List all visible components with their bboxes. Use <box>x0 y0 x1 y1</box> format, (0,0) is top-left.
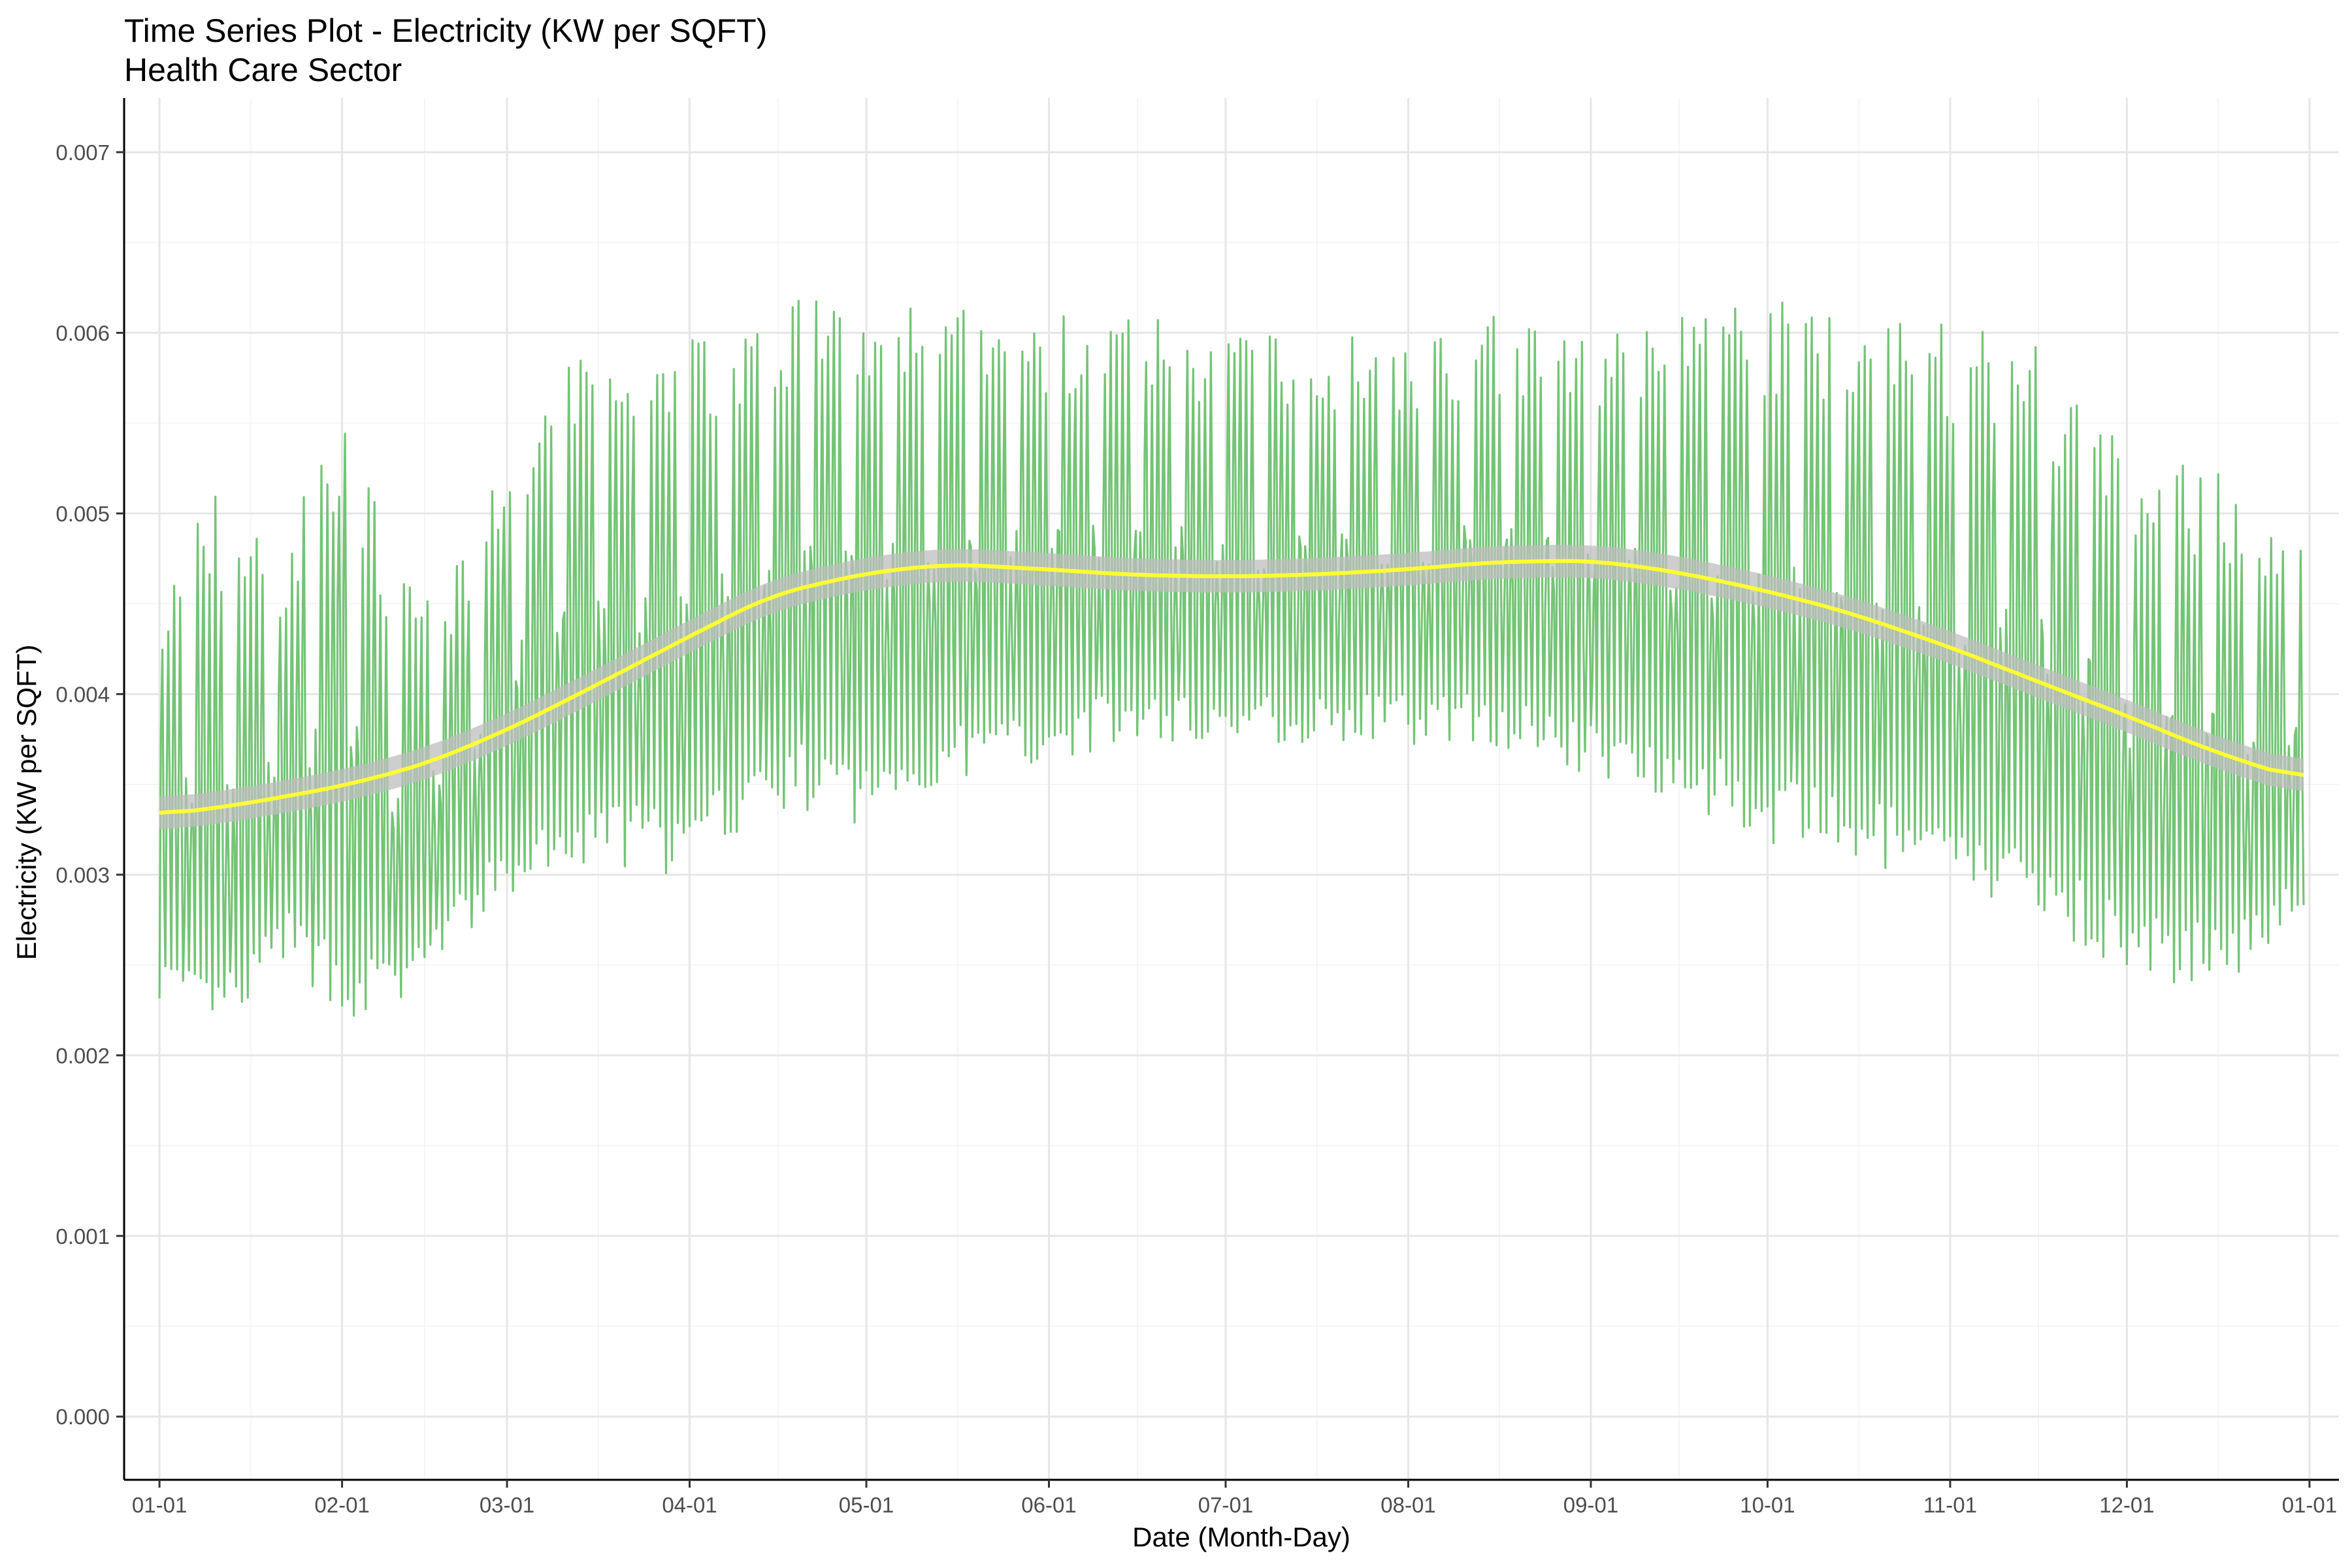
y-tick-label: 0.003 <box>56 863 110 887</box>
y-tick-label: 0.004 <box>56 682 110 706</box>
chart-title: Time Series Plot - Electricity (KW per S… <box>124 12 767 49</box>
y-tick-label: 0.006 <box>56 321 110 345</box>
y-tick-label: 0.005 <box>56 502 110 526</box>
x-tick-label: 01-01 <box>132 1493 187 1517</box>
x-tick-label: 11-01 <box>1923 1493 1977 1517</box>
x-tick-label: 12-01 <box>2099 1493 2154 1517</box>
smooth-trend-line <box>159 559 2304 815</box>
raw-series-line <box>158 299 2305 1017</box>
x-tick-label: 02-01 <box>314 1493 369 1517</box>
y-tick-label: 0.000 <box>56 1405 110 1429</box>
x-tick-label: 06-01 <box>1021 1493 1076 1517</box>
y-tick-label: 0.007 <box>56 140 110 165</box>
confidence-band <box>159 544 2304 829</box>
axes <box>116 98 2339 1488</box>
x-axis-title: Date (Month-Day) <box>1132 1522 1350 1552</box>
x-tick-label: 01-01 <box>2282 1493 2337 1517</box>
x-tick-label: 07-01 <box>1198 1493 1253 1517</box>
y-axis-title: Electricity (KW per SQFT) <box>11 644 42 960</box>
grid <box>124 98 2339 1480</box>
x-tick-label: 10-01 <box>1740 1493 1795 1517</box>
x-tick-label: 03-01 <box>480 1493 534 1517</box>
smooth-trend <box>159 544 2304 829</box>
y-tick-label: 0.002 <box>56 1043 110 1068</box>
y-tick-label: 0.001 <box>56 1224 110 1249</box>
x-tick-label: 09-01 <box>1563 1493 1618 1517</box>
x-tick-label: 04-01 <box>662 1493 717 1517</box>
chart-subtitle: Health Care Sector <box>124 52 402 88</box>
tick-labels: 01-01 02-01 03-01 04-01 05-01 06-01 07-01 08-01… <box>56 140 2337 1517</box>
x-tick-label: 08-01 <box>1380 1493 1435 1517</box>
raw-series <box>158 299 2305 1017</box>
x-tick-label: 05-01 <box>839 1493 894 1517</box>
